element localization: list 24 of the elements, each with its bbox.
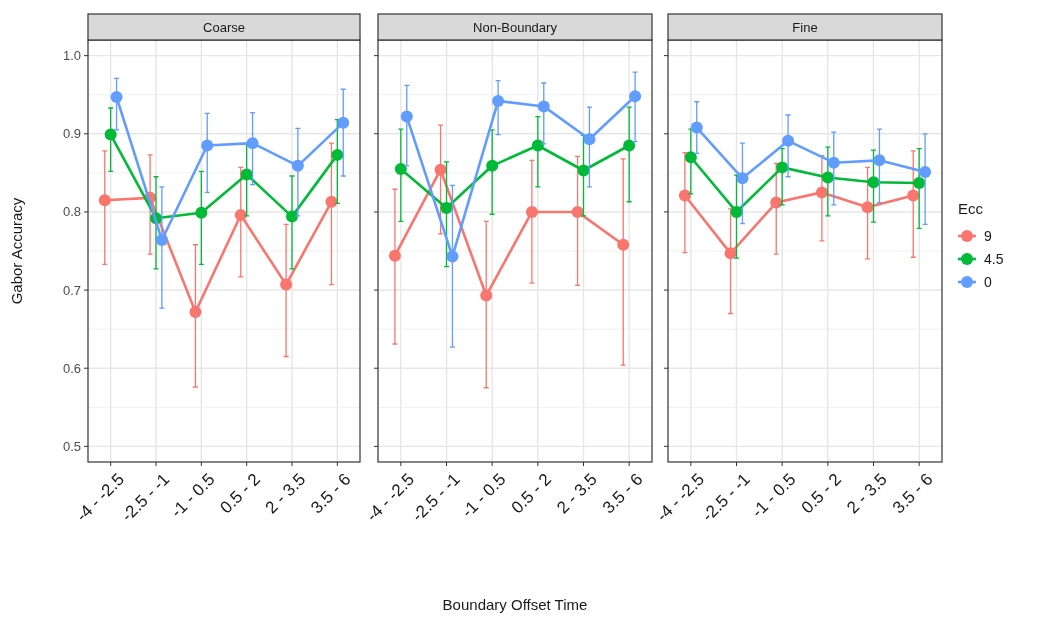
legend-label: 4.5 — [984, 250, 1004, 267]
x-tick-label: 3.5 - 6 — [598, 469, 647, 518]
y-tick-label: 0.7 — [62, 282, 81, 298]
x-tick-label: 0.5 - 2 — [797, 469, 846, 518]
y-tick-label: 0.6 — [62, 360, 81, 376]
x-tick-label: 3.5 - 6 — [307, 469, 355, 518]
y-axis-title: Gabor Accuracy — [8, 197, 25, 305]
x-tick-label: 0.5 - 2 — [507, 469, 556, 518]
x-tick-label: 3.5 - 6 — [888, 469, 937, 518]
x-tick-label: 0.5 - 2 — [216, 469, 264, 518]
y-tick-label: 0.5 — [62, 438, 81, 454]
legend-label: 0 — [984, 273, 992, 290]
legend-label: 9 — [984, 227, 992, 244]
x-axis-title: Boundary Offset Time — [442, 596, 588, 613]
chart-title: Fine — [792, 20, 818, 35]
y-tick-label: 0.9 — [62, 126, 81, 142]
chart-title: Coarse — [203, 20, 245, 35]
chart-title: Non-Boundary — [473, 20, 558, 35]
x-tick-label: 2 - 3.5 — [553, 469, 601, 518]
y-tick-label: 1.0 — [62, 48, 81, 64]
y-tick-label: 0.8 — [62, 204, 81, 220]
x-tick-label: 2 - 3.5 — [261, 469, 310, 518]
legend-title: Ecc — [958, 200, 984, 217]
x-tick-label: 2 - 3.5 — [843, 469, 891, 518]
